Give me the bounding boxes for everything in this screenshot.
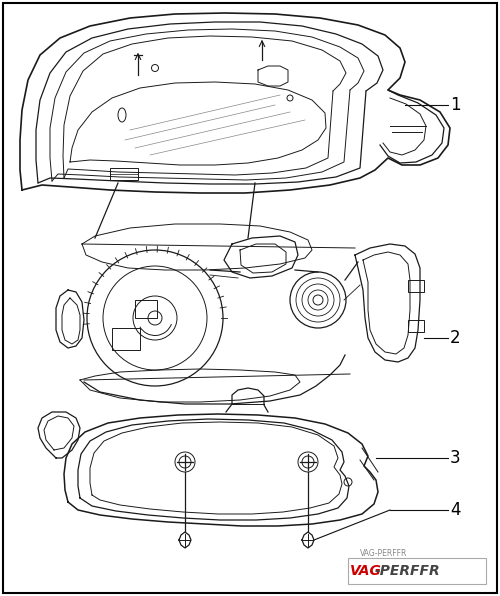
Text: 1: 1 bbox=[450, 96, 460, 114]
Bar bbox=[348, 558, 486, 584]
Text: -PERFFR: -PERFFR bbox=[375, 564, 440, 578]
Bar bbox=[110, 168, 138, 180]
Text: VAG-PERFFR: VAG-PERFFR bbox=[360, 550, 408, 558]
Bar bbox=[408, 280, 424, 292]
Text: VAG: VAG bbox=[350, 564, 382, 578]
Text: 4: 4 bbox=[450, 501, 460, 519]
Text: 2: 2 bbox=[450, 329, 460, 347]
Bar bbox=[112, 328, 140, 350]
Bar bbox=[408, 320, 424, 332]
Bar bbox=[135, 300, 157, 318]
Text: 3: 3 bbox=[450, 449, 460, 467]
